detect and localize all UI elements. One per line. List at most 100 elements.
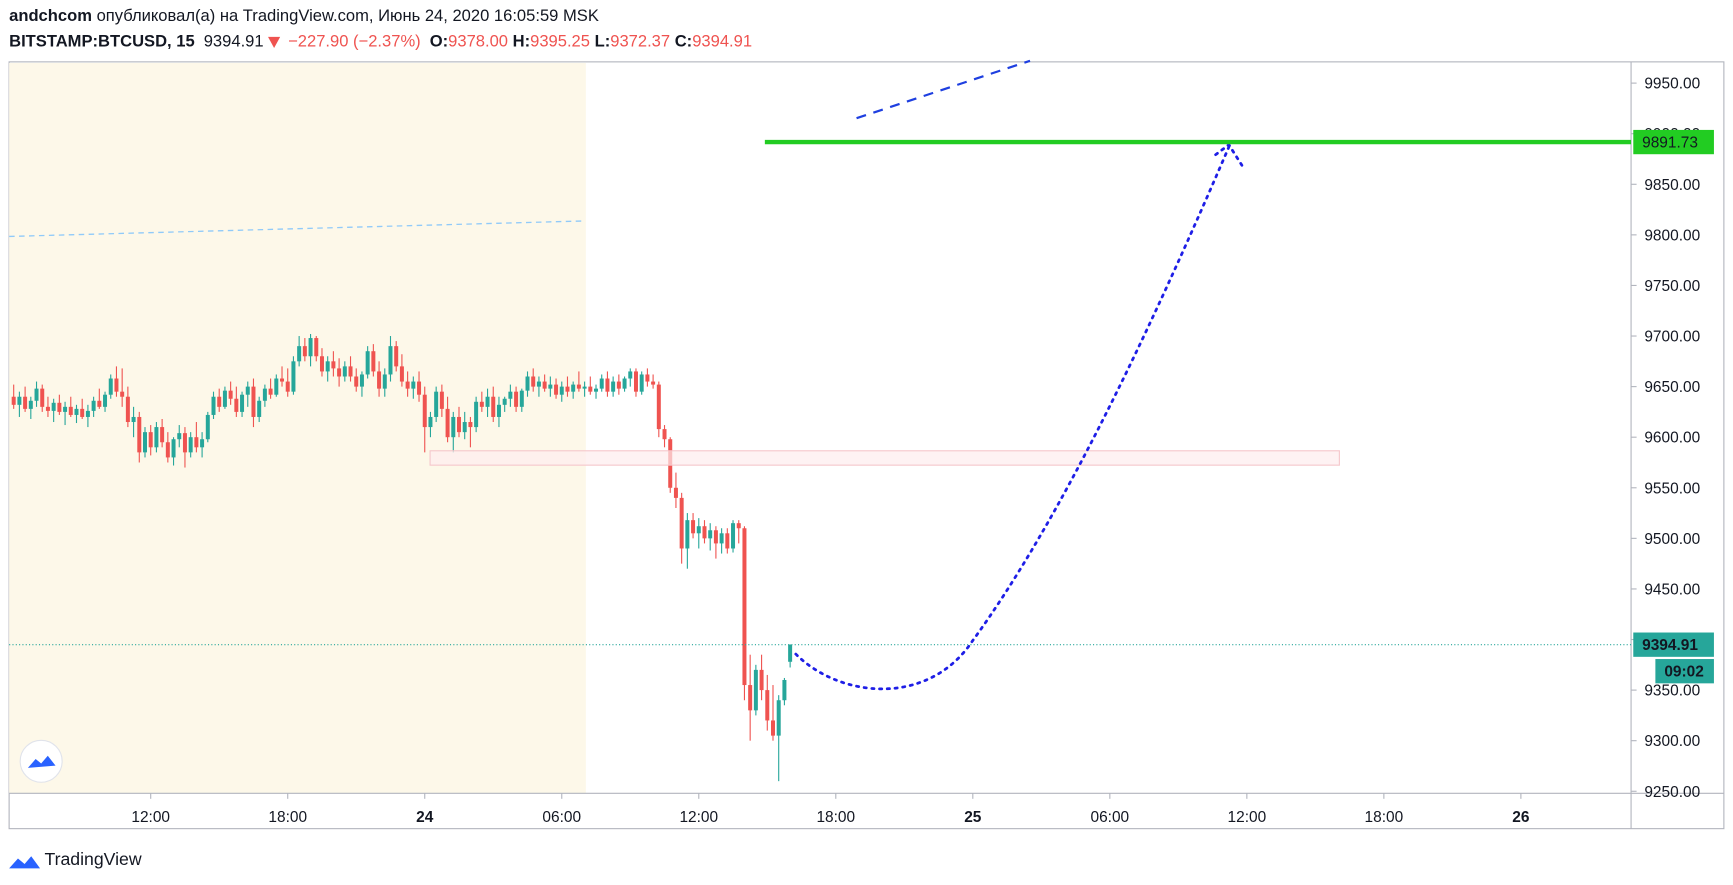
candle-body: [114, 378, 119, 392]
candle-body: [759, 669, 764, 691]
candle-body: [531, 376, 536, 387]
candle-body: [222, 390, 227, 407]
candle-body: [23, 396, 28, 409]
candle-body: [359, 374, 364, 387]
candle-body: [594, 388, 599, 392]
candle-body: [302, 346, 307, 357]
x-tick-label: 12:00: [679, 809, 718, 826]
x-tick-label: 18:00: [816, 809, 855, 826]
brand: TradingView: [44, 849, 141, 869]
y-tick-label: 9450.00: [1644, 581, 1700, 598]
candle-body: [588, 386, 593, 392]
candle-body: [331, 361, 336, 369]
candle-body: [177, 433, 182, 440]
candle-body: [605, 378, 610, 392]
level-label-box: [1633, 129, 1714, 155]
candle-body: [194, 437, 199, 448]
countdown-box: [1655, 659, 1714, 684]
candle-body: [125, 396, 130, 423]
candle-body: [679, 497, 684, 549]
candle-body: [268, 388, 273, 395]
candle-body: [639, 374, 644, 392]
candle-body: [731, 523, 736, 549]
candle-body: [103, 394, 108, 407]
candle-body: [399, 366, 404, 382]
candle-body: [445, 408, 450, 438]
ohlc-value: 9372.37: [610, 31, 670, 50]
candle-body: [656, 384, 661, 430]
logo-badge: [19, 739, 63, 783]
y-tick-label: 9850.00: [1644, 177, 1700, 194]
candle-body: [240, 394, 245, 412]
candle-body: [651, 381, 656, 385]
candle-body: [628, 371, 633, 379]
candle-body: [388, 346, 393, 375]
candle-body: [491, 396, 496, 417]
candle-body: [40, 388, 45, 407]
candle-body: [91, 400, 96, 411]
candle-body: [314, 338, 319, 357]
candle-body: [685, 520, 690, 549]
candle-body: [137, 416, 142, 453]
candle-body: [508, 391, 513, 399]
y-tick-label: 9800.00: [1644, 227, 1700, 244]
logo-icon: [27, 755, 56, 768]
candle-body: [496, 404, 501, 417]
x-tick-label: 24: [416, 809, 434, 826]
candle-body: [713, 530, 718, 544]
y-tick-label: 9750.00: [1644, 278, 1700, 295]
y-tick-label: 9650.00: [1644, 379, 1700, 396]
candle-body: [599, 378, 604, 389]
candle-body: [85, 410, 90, 417]
candle-body: [542, 381, 547, 389]
x-tick-label: 26: [1512, 809, 1530, 826]
candle-body: [456, 416, 461, 433]
candle-body: [662, 429, 667, 440]
change: −227.90 (−2.37%): [288, 31, 421, 50]
candle-body: [616, 381, 621, 389]
candle-body: [17, 396, 22, 405]
candle-body: [68, 406, 73, 415]
candle-body: [308, 338, 313, 357]
candle-body: [251, 386, 256, 417]
candle-body: [673, 487, 678, 498]
zone: [429, 450, 1340, 466]
trend-line: [856, 59, 1031, 120]
x-tick-label: 12:00: [131, 809, 170, 826]
header-line-1: andchcom опубликовал(а) на TradingView.c…: [9, 6, 599, 25]
candle-body: [211, 396, 216, 415]
down-arrow: [268, 36, 281, 48]
candle-body: [365, 351, 370, 375]
candle-body: [782, 679, 787, 701]
candle-body: [582, 386, 587, 389]
plot-area: 9250.009300.009350.009400.009450.009500.…: [8, 61, 1725, 830]
published: опубликовал(а) на TradingView.com, Июнь …: [97, 6, 599, 25]
x-tick-label: 06:00: [1090, 809, 1129, 826]
brand-icon: [9, 856, 41, 869]
candle-body: [514, 391, 519, 407]
y-tick-label: 9700.00: [1644, 329, 1700, 346]
candle-body: [325, 361, 330, 372]
projection: [794, 145, 1231, 691]
candle-body: [45, 406, 50, 411]
candle-body: [171, 439, 176, 458]
candle-body: [280, 378, 285, 382]
candle-body: [63, 406, 68, 412]
candle-body: [97, 400, 102, 407]
candle-body: [571, 384, 576, 392]
candle-body: [748, 685, 753, 711]
candle-body: [696, 526, 701, 534]
candle-body: [765, 690, 770, 721]
logo: TradingView: [9, 739, 142, 869]
candle-body: [548, 384, 553, 389]
x-tick-label: 18:00: [1365, 809, 1404, 826]
candle-body: [411, 381, 416, 389]
ohlc-value: 9395.25: [530, 31, 590, 50]
candle-body: [770, 720, 775, 736]
candle-body: [142, 432, 147, 453]
candle-body: [394, 346, 399, 367]
candle-body: [205, 414, 210, 440]
candle-body: [154, 427, 159, 448]
candle-body: [719, 533, 724, 544]
